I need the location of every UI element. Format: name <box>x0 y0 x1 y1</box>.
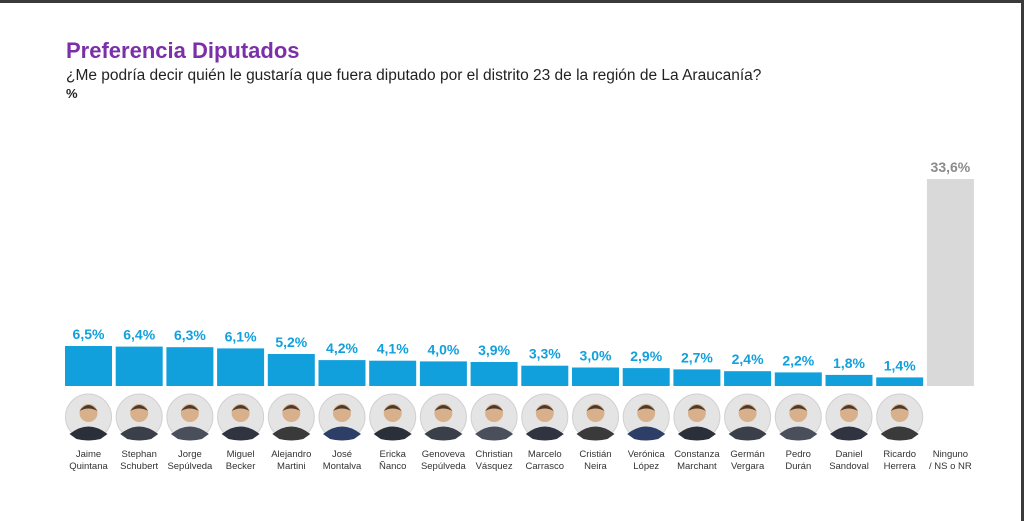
chart-title: Preferencia Diputados <box>66 38 300 63</box>
chart-subtitle: ¿Me podría decir quién le gustaría que f… <box>66 67 762 84</box>
category-label: Pedro <box>786 449 811 460</box>
bar-value-label: 1,8% <box>833 355 865 371</box>
bar <box>217 348 265 386</box>
candidate-photo <box>622 393 670 441</box>
category-label: Ricardo <box>883 449 916 460</box>
category-label: Ñanco <box>379 461 406 472</box>
category-label: Jorge <box>178 449 202 460</box>
bar <box>267 354 315 386</box>
candidate-photo <box>521 393 569 441</box>
category-label: Constanza <box>674 449 720 460</box>
category-label: Germán <box>730 449 764 460</box>
category-label: Verónica <box>628 449 666 460</box>
bar-value-label: 6,1% <box>225 328 257 344</box>
candidate-photo <box>673 393 721 441</box>
category-label: Genoveva <box>422 449 466 460</box>
category-label: Vásquez <box>476 461 513 472</box>
candidate-photo <box>470 393 518 441</box>
top-border <box>0 0 1024 3</box>
bar <box>470 362 518 386</box>
bar <box>622 368 670 386</box>
category-label: José <box>332 449 352 460</box>
category-label: Neira <box>584 461 607 472</box>
category-label: Martini <box>277 461 306 472</box>
category-label: Carrasco <box>526 461 565 472</box>
bar-value-label: 2,4% <box>732 351 764 367</box>
candidate-photo <box>369 393 417 441</box>
bar <box>724 371 772 386</box>
bar <box>166 347 214 386</box>
bar-value-label: 4,1% <box>377 341 409 357</box>
bar-value-label: 6,4% <box>123 327 155 343</box>
candidate-photo <box>724 393 772 441</box>
bar-ninguno <box>926 179 974 386</box>
category-label: Miguel <box>227 449 255 460</box>
bar <box>419 361 467 386</box>
category-label: Daniel <box>836 449 863 460</box>
category-label: Vergara <box>731 461 765 472</box>
candidate-photo <box>572 393 619 441</box>
bar-value-label: 5,2% <box>275 334 307 350</box>
candidate-photo <box>166 393 214 441</box>
category-label: Cristián <box>579 449 611 460</box>
candidate-photo <box>267 393 315 441</box>
bar-value-label: 2,7% <box>681 349 713 365</box>
category-label: Quintana <box>69 461 108 472</box>
unit-label: % <box>66 86 78 101</box>
category-label: Jaime <box>76 449 101 460</box>
category-label: Becker <box>226 461 256 472</box>
category-label: Schubert <box>120 461 158 472</box>
category-label: Marcelo <box>528 449 562 460</box>
category-label: Sepúlveda <box>167 461 213 472</box>
candidate-photo <box>115 393 163 441</box>
bar <box>65 346 112 386</box>
category-label: Durán <box>785 461 811 472</box>
bar <box>572 367 619 386</box>
bar <box>521 365 569 386</box>
candidate-photo <box>65 393 112 441</box>
bar <box>774 372 822 386</box>
bar-value-label: 3,3% <box>529 346 561 362</box>
bar <box>673 369 721 386</box>
bar <box>369 360 417 386</box>
category-label: Herrera <box>884 461 917 472</box>
candidate-photo <box>774 393 822 441</box>
category-label: / NS o NR <box>929 461 972 472</box>
bar <box>318 360 366 386</box>
category-label: López <box>633 461 659 472</box>
bar-value-label: 2,2% <box>782 352 814 368</box>
candidate-photo <box>825 393 873 441</box>
candidate-photo <box>876 393 924 441</box>
candidate-photo <box>217 393 265 441</box>
bar-value-label: 3,0% <box>580 348 612 364</box>
candidate-photo <box>419 393 467 441</box>
bar-value-label: 3,9% <box>478 342 510 358</box>
bar-value-label: 33,6% <box>931 159 971 175</box>
category-label: Sandoval <box>829 461 869 472</box>
bar <box>115 346 163 386</box>
bar-value-label: 4,2% <box>326 340 358 356</box>
bar-value-label: 4,0% <box>427 341 459 357</box>
category-label: Stephan <box>121 449 156 460</box>
bar-value-label: 6,3% <box>174 327 206 343</box>
category-label: Alejandro <box>271 449 311 460</box>
bar-value-label: 6,5% <box>73 326 105 342</box>
bar-value-label: 1,4% <box>884 357 916 373</box>
candidate-photo <box>318 393 366 441</box>
bar <box>876 377 924 386</box>
bar-value-label: 2,9% <box>630 348 662 364</box>
category-label: Christian <box>475 449 513 460</box>
category-label: Sepúlveda <box>421 461 467 472</box>
category-label: Ninguno <box>933 449 968 460</box>
category-label: Montalva <box>323 461 362 472</box>
category-label: Ericka <box>379 449 406 460</box>
right-border <box>1021 0 1024 521</box>
category-label: Marchant <box>677 461 717 472</box>
bar <box>825 374 873 386</box>
